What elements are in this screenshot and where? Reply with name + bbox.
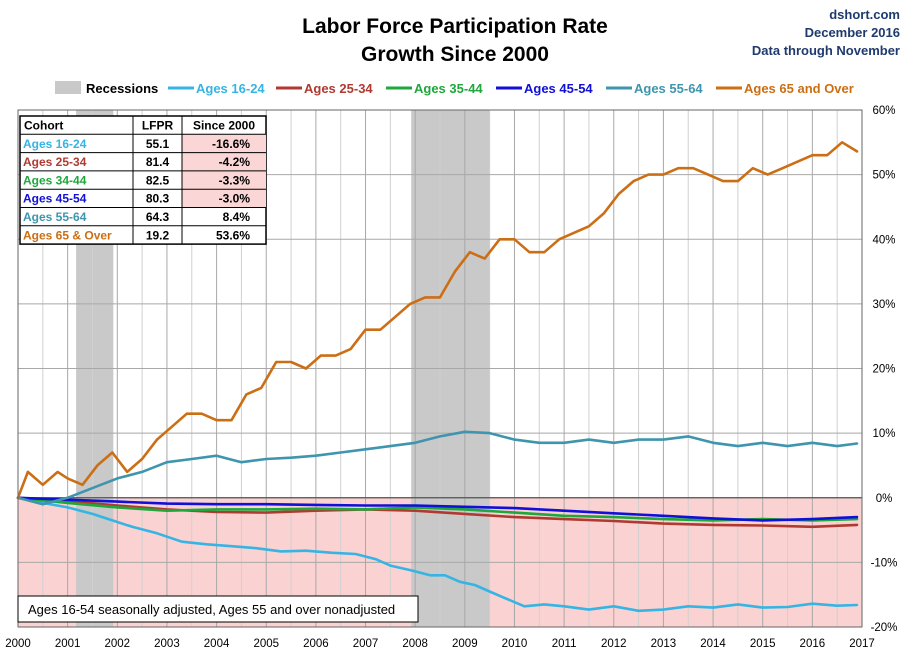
table-cohort-0: Ages 16-24 xyxy=(23,137,87,151)
table-neg-cell-1 xyxy=(182,152,266,171)
y-tick-20: 20% xyxy=(872,364,895,376)
x-tick-2011: 2011 xyxy=(552,638,577,650)
plot-border xyxy=(17,109,863,628)
legend: Recessions Ages 16-24 Ages 25-34 Ages 35… xyxy=(55,81,854,96)
y-tick-40: 40% xyxy=(872,234,895,246)
x-tick-2000: 2000 xyxy=(5,638,31,650)
x-tick-2004: 2004 xyxy=(204,638,230,650)
series-line-ages-45-54 xyxy=(16,496,859,522)
table-neg-cell-2 xyxy=(182,170,266,190)
legend-recession-label: Recessions xyxy=(86,81,158,96)
table-neg-cell-0 xyxy=(182,134,266,153)
source-date: December 2016 xyxy=(805,25,900,40)
legend-label-16-24: Ages 16-24 xyxy=(196,81,265,96)
x-tick-2016: 2016 xyxy=(800,638,826,650)
table-lfpr-1: 81.4 xyxy=(146,155,170,169)
table-cohort-3: Ages 45-54 xyxy=(23,192,87,206)
x-tick-labels: 2000 2001 2002 2003 2004 2005 2006 2007 2008 2009… xyxy=(5,638,875,650)
x-tick-2002: 2002 xyxy=(104,638,130,650)
legend-recession-swatch xyxy=(55,81,81,94)
table-lfpr-4: 64.3 xyxy=(146,210,170,224)
y-tick-0: 0% xyxy=(876,493,893,505)
table-neg-cell-3 xyxy=(182,189,266,208)
legend-label-45-54: Ages 45-54 xyxy=(524,81,593,96)
x-tick-2017: 2017 xyxy=(849,638,875,650)
y-tick-labels: 60% 50% 40% 30% 20% 10% 0% -10% -20% xyxy=(871,105,898,634)
series-line-ages-25-34 xyxy=(16,496,859,529)
x-tick-2006: 2006 xyxy=(303,638,329,650)
x-tick-2007: 2007 xyxy=(353,638,379,650)
annotation-text: Ages 16-54 seasonally adjusted, Ages 55 … xyxy=(28,602,395,617)
table-cohort-5: Ages 65 & Over xyxy=(23,228,112,242)
table-header-since: Since 2000 xyxy=(193,119,255,133)
y-tick-30: 30% xyxy=(872,299,895,311)
x-tick-2013: 2013 xyxy=(651,638,677,650)
y-tick-50: 50% xyxy=(872,170,895,182)
x-tick-2009: 2009 xyxy=(452,638,478,650)
x-tick-2012: 2012 xyxy=(601,638,627,650)
legend-label-65-over: Ages 65 and Over xyxy=(744,81,854,96)
table-header-lfpr: LFPR xyxy=(142,119,174,133)
series-line-ages-16-24 xyxy=(16,496,859,613)
annotation-box xyxy=(17,595,419,623)
legend-label-25-34: Ages 25-34 xyxy=(304,81,373,96)
table-since-1: -4.2% xyxy=(219,155,251,169)
x-tick-2010: 2010 xyxy=(502,638,528,650)
table-since-5: 53.6% xyxy=(216,228,250,242)
table-since-0: -16.6% xyxy=(212,137,250,151)
legend-label-35-44: Ages 35-44 xyxy=(414,81,483,96)
table-cohort-2: Ages 34-44 xyxy=(23,173,87,187)
x-tick-2014: 2014 xyxy=(700,638,726,650)
chart-title-line1: Labor Force Participation Rate xyxy=(302,15,608,38)
x-tick-2001: 2001 xyxy=(55,638,81,650)
table-lfpr-3: 80.3 xyxy=(146,192,170,206)
series-line-ages-65-and-over xyxy=(16,141,859,500)
series-line-ages-55-64 xyxy=(16,430,859,506)
y-tick--10: -10% xyxy=(871,557,898,569)
table-since-4: 8.4% xyxy=(223,210,251,224)
table-lfpr-0: 55.1 xyxy=(146,137,170,151)
table-header-cohort: Cohort xyxy=(24,119,63,133)
table-since-2: -3.3% xyxy=(219,173,251,187)
source-through: Data through November xyxy=(752,43,900,58)
series-lines xyxy=(16,141,859,613)
x-tick-2003: 2003 xyxy=(154,638,180,650)
series-line-ages-35-44 xyxy=(16,496,859,522)
x-tick-2005: 2005 xyxy=(253,638,279,650)
table-lfpr-2: 82.5 xyxy=(146,173,170,187)
table-cohort-1: Ages 25-34 xyxy=(23,155,87,169)
source-site: dshort.com xyxy=(829,7,900,22)
y-tick-10: 10% xyxy=(872,428,895,440)
legend-label-55-64: Ages 55-64 xyxy=(634,81,703,96)
y-tick-60: 60% xyxy=(872,105,895,117)
table-lfpr-5: 19.2 xyxy=(146,228,170,242)
cohort-table: Cohort LFPR Since 2000 Ages 16-24 55.1 -16.6%… xyxy=(19,115,267,245)
table-since-3: -3.0% xyxy=(219,192,251,206)
chart-title-line2: Growth Since 2000 xyxy=(361,43,549,66)
y-tick--20: -20% xyxy=(871,622,898,634)
x-tick-2008: 2008 xyxy=(402,638,428,650)
x-tick-2015: 2015 xyxy=(750,638,776,650)
table-cohort-4: Ages 55-64 xyxy=(23,210,87,224)
